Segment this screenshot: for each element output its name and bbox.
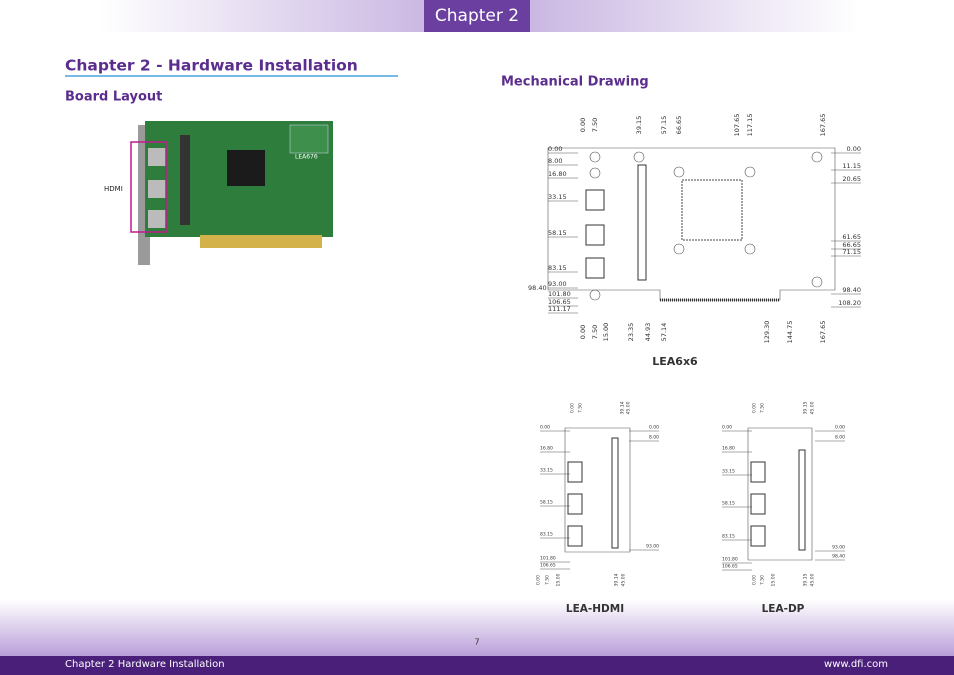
dimension-label: 61.65	[842, 233, 861, 241]
page-number: 7	[474, 638, 479, 647]
chapter-tab-text: Chapter 2	[435, 6, 519, 26]
hdmi-label: HDMI	[104, 185, 123, 193]
dimension-label: 93.00	[832, 545, 845, 551]
dimension-label: 7.50	[760, 575, 766, 585]
footer-left: Chapter 2 Hardware Installation	[65, 659, 225, 670]
dimension-label: 16.80	[722, 446, 735, 452]
dimension-label: 16.80	[548, 170, 567, 178]
dimension-label: 106.65	[548, 298, 571, 306]
dimension-label: 39.15	[635, 116, 643, 135]
dimension-label: 15.00	[771, 573, 777, 586]
dimension-label: 0.00	[570, 403, 576, 413]
dimension-label: 0.00	[722, 425, 732, 431]
board-marking: LEA676	[295, 154, 318, 161]
main-drawing	[547, 147, 836, 302]
dimension-label: 93.00	[548, 280, 567, 288]
dimension-label: 58.15	[548, 229, 567, 237]
dimension-label: 57.15	[660, 116, 668, 135]
dimension-label: 39.14	[620, 401, 626, 414]
dimension-label: 98.40	[832, 554, 845, 560]
dimension-label: 33.15	[540, 468, 553, 474]
dimension-label: 0.00	[752, 403, 758, 413]
dimension-label: 8.00	[649, 435, 659, 441]
chapter-tab	[424, 0, 530, 32]
dimension-label: 66.65	[842, 241, 861, 249]
dp-drawing	[747, 427, 813, 561]
dimension-label: 0.00	[649, 425, 659, 431]
dimension-label: 15.00	[556, 573, 562, 586]
dimension-label: 129.30	[763, 321, 771, 344]
dimension-label: 101.80	[540, 556, 556, 562]
dimension-label: 20.65	[842, 175, 861, 183]
dimension-label: 66.65	[675, 116, 683, 135]
dimension-label: 106.65	[540, 563, 556, 569]
dimension-label: 33.15	[548, 193, 567, 201]
dimension-label: 7.50	[591, 118, 599, 132]
dimension-label: 108.20	[838, 299, 861, 307]
dimension-label: 7.50	[578, 403, 584, 413]
dimension-label: 107.65	[733, 114, 741, 137]
footer-right: www.dfi.com	[824, 659, 888, 670]
dimension-label: 117.15	[746, 114, 754, 137]
dimension-label: 57.14	[660, 323, 668, 342]
dimension-label: 0.00	[536, 575, 542, 585]
dimension-label: 167.65	[819, 114, 827, 137]
dimension-label: 83.15	[722, 534, 735, 540]
dimension-label: 58.15	[540, 500, 553, 506]
dimension-label: 23.35	[627, 323, 635, 342]
dimension-label: 39.15	[803, 573, 809, 586]
dimension-label: 39.15	[803, 401, 809, 414]
dimension-label: 7.50	[591, 325, 599, 339]
section-heading: Mechanical Drawing	[501, 75, 649, 90]
dimension-label: 33.15	[722, 469, 735, 475]
dimension-label: 16.80	[540, 446, 553, 452]
dimension-label: 7.50	[545, 575, 551, 585]
dimension-label: 0.00	[548, 145, 562, 153]
page-title: Chapter 2 - Hardware Installation	[65, 57, 358, 75]
dimension-label: 15.00	[602, 323, 610, 342]
section-heading: Board Layout	[65, 90, 162, 105]
dimension-label: 101.80	[548, 290, 571, 298]
drawing-caption: LEA-HDMI	[566, 603, 624, 615]
dimension-label: 71.15	[842, 248, 861, 256]
dimension-label: 98.40	[842, 286, 861, 294]
dimension-label: 0.00	[752, 575, 758, 585]
dimension-label: 39.14	[614, 573, 620, 586]
dimension-label: 111.17	[548, 305, 571, 313]
dimension-label: 167.65	[819, 321, 827, 344]
footer-band	[0, 600, 954, 658]
dimension-label: 83.15	[548, 264, 567, 272]
dimension-label: 45.00	[626, 401, 632, 414]
dimension-label: 45.00	[621, 573, 627, 586]
dimension-label: 58.15	[722, 501, 735, 507]
dimension-label: 0.00	[835, 425, 845, 431]
dimension-label: 7.50	[760, 403, 766, 413]
dimension-label: 0.00	[579, 325, 587, 339]
dimension-label: 144.75	[786, 321, 794, 344]
dimension-label: 0.00	[540, 425, 550, 431]
footer-bar	[0, 656, 954, 675]
dimension-label: 83.15	[540, 532, 553, 538]
dimension-label: 45.00	[810, 401, 816, 414]
dimension-label: 93.00	[646, 544, 659, 550]
dimension-label: 44.93	[644, 323, 652, 342]
dimension-label: 101.80	[722, 557, 738, 563]
hdmi-drawing	[564, 427, 631, 553]
board-photo	[130, 121, 333, 265]
dimension-label: 45.00	[810, 573, 816, 586]
dimension-label: 106.65	[722, 564, 738, 570]
dimension-label: 11.15	[842, 162, 861, 170]
dimension-label: 8.00	[548, 157, 562, 165]
dimension-label: 0.00	[579, 118, 587, 132]
dimension-label: 8.00	[835, 435, 845, 441]
drawing-caption: LEA6x6	[652, 355, 698, 368]
drawing-caption: LEA-DP	[762, 603, 805, 615]
dimension-label: 0.00	[847, 145, 861, 153]
dimension-label: 98.40	[528, 284, 547, 292]
